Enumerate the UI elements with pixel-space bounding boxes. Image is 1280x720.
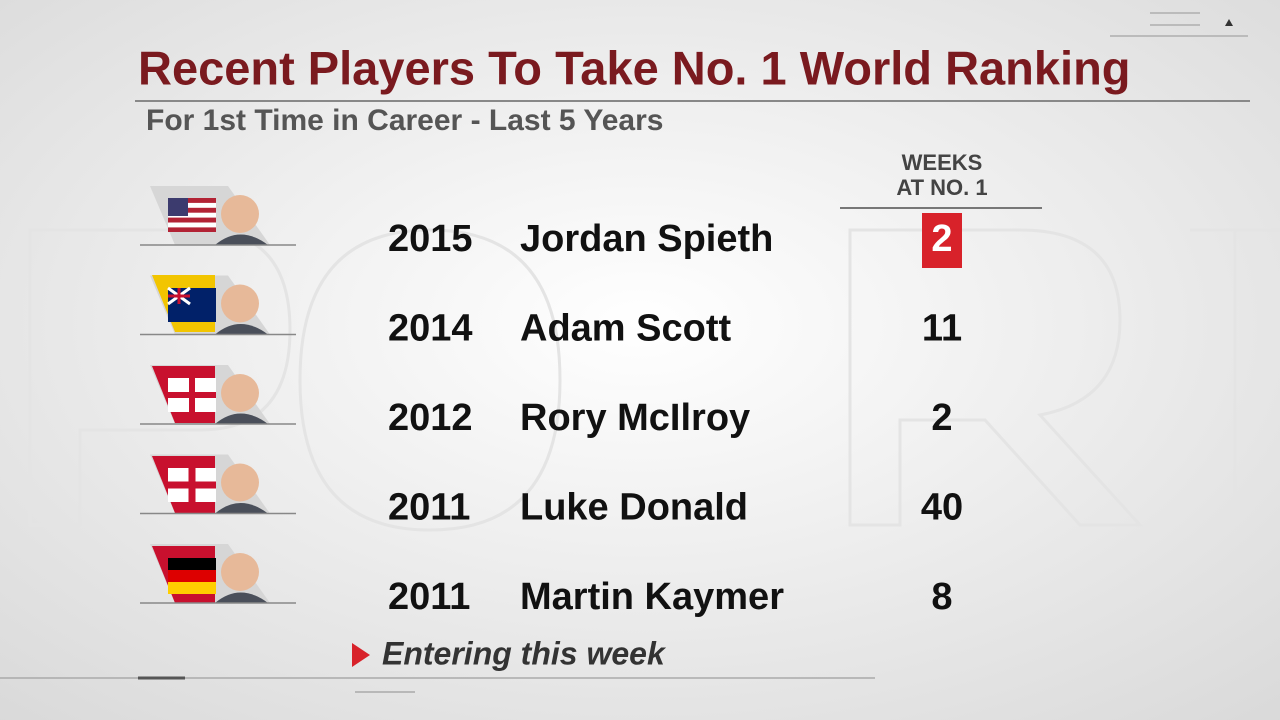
player-name: Luke Donald	[520, 487, 748, 529]
player-photo	[215, 592, 268, 603]
flag	[168, 212, 216, 218]
player-name: Jordan Spieth	[520, 218, 773, 260]
player-row: 2011 Luke Donald 40	[140, 454, 963, 529]
rows: 2015 Jordan Spieth 2 2014 Adam Scott 11 2012 Ro…	[140, 186, 963, 618]
title: Recent Players To Take No. 1 World Ranki…	[138, 41, 1131, 94]
flag	[168, 222, 216, 228]
flag	[168, 570, 216, 582]
player-photo	[221, 463, 259, 502]
player-name: Rory McIlroy	[520, 397, 750, 439]
year: 2015	[388, 218, 473, 260]
player-row: 2014 Adam Scott 11	[140, 275, 962, 350]
note: Entering this week	[382, 635, 667, 671]
flag	[168, 378, 216, 412]
weeks: 40	[921, 487, 963, 529]
player-photo	[215, 413, 268, 424]
subtitle: For 1st Time in Career - Last 5 Years	[146, 104, 663, 137]
player-photo	[215, 503, 268, 514]
flag	[168, 202, 216, 208]
highlight-box	[922, 213, 962, 268]
player-row: 2011 Martin Kaymer 8	[140, 544, 953, 618]
player-photo	[221, 374, 259, 412]
player-photo	[215, 234, 268, 245]
flag	[168, 582, 216, 594]
player-photo	[221, 284, 259, 323]
column-header: WEEKS	[902, 150, 983, 175]
player-photo	[221, 195, 259, 233]
year: 2012	[388, 397, 473, 439]
flag	[168, 558, 216, 570]
top-right-controls	[1110, 12, 1248, 37]
note-marker	[352, 643, 370, 667]
year: 2011	[388, 576, 470, 618]
player-name: Adam Scott	[520, 308, 731, 350]
player-photo	[215, 324, 268, 335]
player-row: 2015 Jordan Spieth 2	[140, 186, 953, 260]
year: 2014	[388, 308, 473, 350]
column-header: AT NO. 1	[896, 175, 987, 200]
weeks: 8	[931, 576, 952, 618]
weeks: 11	[922, 308, 962, 350]
flag	[168, 198, 188, 216]
flag	[168, 288, 190, 304]
weeks: 2	[931, 397, 952, 439]
year: 2011	[388, 487, 470, 529]
player-name: Martin Kaymer	[520, 576, 784, 618]
weeks: 2	[931, 218, 952, 260]
player-row: 2012 Rory McIlroy 2	[140, 365, 953, 439]
flag	[168, 468, 216, 502]
player-photo	[221, 553, 259, 591]
